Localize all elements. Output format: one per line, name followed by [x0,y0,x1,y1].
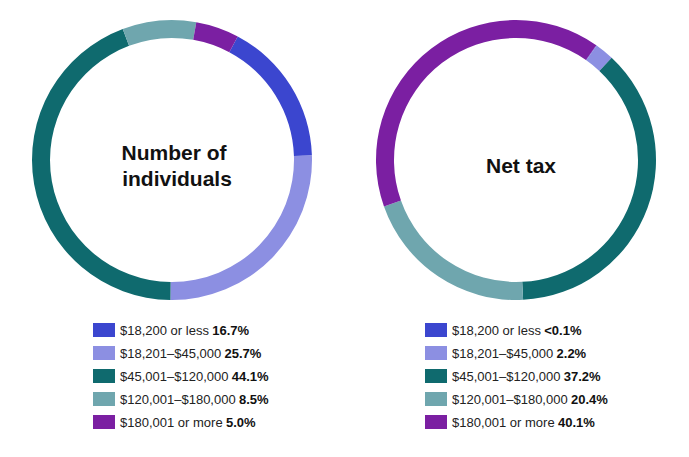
svg-text:$18,201–$45,000: $18,201–$45,000 [452,346,553,361]
svg-text:25.7%: 25.7% [225,346,262,361]
svg-text:16.7%: 16.7% [212,323,249,338]
svg-text:$18,200 or less: $18,200 or less [452,323,541,338]
svg-text:$120,001–$180,000: $120,001–$180,000 [452,392,568,407]
svg-text:20.4%: 20.4% [571,392,608,407]
svg-text:2.2%: 2.2% [557,346,587,361]
svg-text:$180,001 or more: $180,001 or more [452,415,555,430]
svg-text:$180,001 or more: $180,001 or more [120,415,223,430]
svg-text:$18,201–$45,000: $18,201–$45,000 [120,346,221,361]
svg-text:individuals: individuals [122,167,232,190]
svg-text:<0.1%: <0.1% [544,323,582,338]
svg-text:Net tax: Net tax [486,154,556,177]
svg-text:44.1%: 44.1% [232,369,269,384]
svg-text:$45,001–$120,000: $45,001–$120,000 [120,369,228,384]
svg-text:Number of: Number of [122,141,233,164]
svg-text:8.5%: 8.5% [239,392,269,407]
svg-text:$120,001–$180,000: $120,001–$180,000 [120,392,236,407]
svg-text:40.1%: 40.1% [558,415,595,430]
svg-text:37.2%: 37.2% [564,369,601,384]
svg-text:$18,200 or less: $18,200 or less [120,323,209,338]
svg-text:$45,001–$120,000: $45,001–$120,000 [452,369,560,384]
svg-text:5.0%: 5.0% [226,415,256,430]
